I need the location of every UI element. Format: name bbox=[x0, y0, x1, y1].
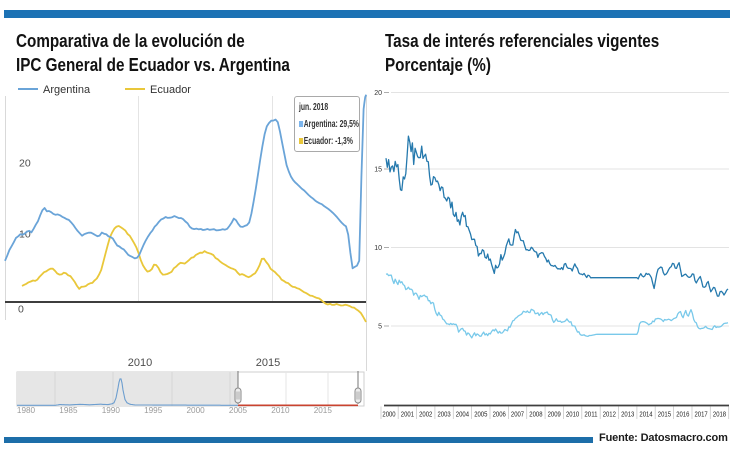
svg-text:Ecuador: Ecuador bbox=[150, 84, 191, 96]
svg-text:2007: 2007 bbox=[511, 410, 524, 419]
svg-text:2006: 2006 bbox=[493, 410, 506, 419]
svg-text:10: 10 bbox=[374, 245, 382, 252]
svg-text:15: 15 bbox=[374, 167, 382, 174]
svg-text:2003: 2003 bbox=[438, 410, 451, 419]
svg-text:2005: 2005 bbox=[474, 410, 487, 419]
svg-text:2009: 2009 bbox=[548, 410, 561, 419]
svg-text:1985: 1985 bbox=[59, 406, 78, 415]
svg-text:2010: 2010 bbox=[566, 410, 579, 419]
svg-text:2004: 2004 bbox=[456, 410, 469, 419]
svg-text:2000: 2000 bbox=[186, 406, 205, 415]
svg-text:20: 20 bbox=[374, 90, 382, 97]
svg-text:2018: 2018 bbox=[713, 410, 726, 419]
svg-text:2017: 2017 bbox=[695, 410, 708, 419]
svg-text:2010: 2010 bbox=[271, 406, 290, 415]
svg-text:2002: 2002 bbox=[419, 410, 432, 419]
svg-text:2008: 2008 bbox=[529, 410, 542, 419]
svg-text:1980: 1980 bbox=[17, 406, 36, 415]
svg-text:2016: 2016 bbox=[676, 410, 689, 419]
svg-text:2000: 2000 bbox=[382, 410, 395, 419]
svg-text:20: 20 bbox=[19, 158, 31, 170]
svg-text:Argentina: Argentina bbox=[43, 84, 91, 96]
svg-text:2011: 2011 bbox=[584, 410, 597, 419]
svg-text:2013: 2013 bbox=[621, 410, 634, 419]
svg-text:0: 0 bbox=[18, 304, 24, 316]
svg-text:1990: 1990 bbox=[102, 406, 121, 415]
svg-text:2010: 2010 bbox=[128, 357, 152, 369]
svg-text:1995: 1995 bbox=[144, 406, 163, 415]
svg-text:2012: 2012 bbox=[603, 410, 616, 419]
svg-text:5: 5 bbox=[378, 324, 382, 331]
svg-text:2015: 2015 bbox=[658, 410, 671, 419]
svg-text:2014: 2014 bbox=[639, 410, 652, 419]
svg-text:2015: 2015 bbox=[256, 357, 280, 369]
svg-text:2001: 2001 bbox=[401, 410, 414, 419]
svg-text:2015: 2015 bbox=[314, 406, 333, 415]
svg-text:2005: 2005 bbox=[229, 406, 248, 415]
